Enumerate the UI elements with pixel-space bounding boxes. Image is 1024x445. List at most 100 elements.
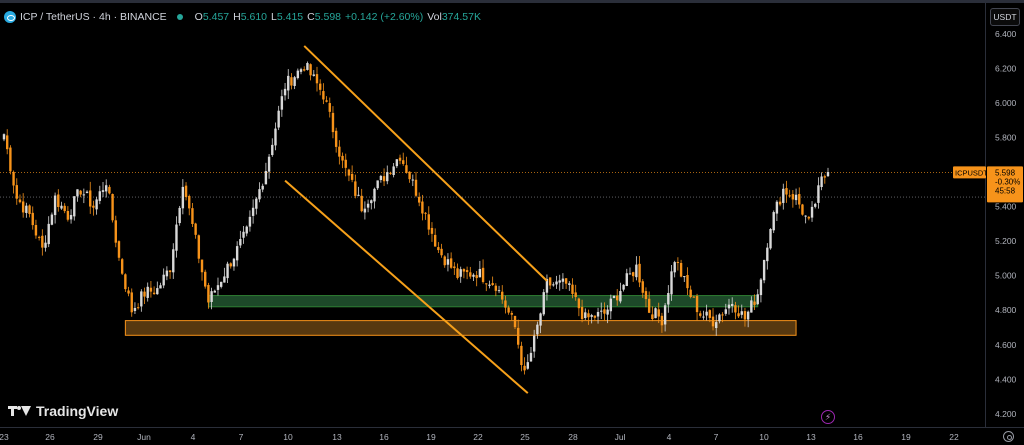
candle-body: [152, 292, 156, 295]
x-tick-label: 29: [93, 432, 103, 442]
candle-body: [667, 293, 670, 305]
candle-body: [791, 194, 795, 200]
candle-body: [296, 70, 300, 79]
candle-body: [663, 305, 667, 325]
candle-body: [465, 270, 469, 273]
candle-body: [683, 276, 686, 278]
candle-body: [200, 259, 204, 273]
x-tick-label: 22: [949, 432, 959, 442]
y-tick-label: 5.400: [995, 202, 1017, 212]
candle-body: [328, 103, 331, 112]
candle-body: [472, 274, 475, 277]
candle-body: [143, 291, 146, 297]
candle-body: [686, 275, 689, 289]
candle-body: [536, 324, 539, 335]
candle-body: [485, 283, 488, 285]
candle-body: [191, 208, 194, 224]
candle-body: [146, 286, 149, 298]
candle-body: [293, 77, 296, 86]
candle-body: [159, 285, 162, 289]
candle-body: [389, 172, 392, 174]
candle-body: [366, 203, 370, 208]
x-tick-label: 22: [473, 432, 483, 442]
candle-body: [315, 74, 319, 84]
candle-body: [417, 196, 421, 203]
candle-body: [635, 264, 638, 278]
symbol-legend: ICP / TetherUS · 4h · BINANCE O 5.457 H 5.…: [4, 9, 481, 25]
candle-body: [638, 263, 641, 283]
candle-body: [53, 195, 57, 216]
candle-body: [350, 173, 354, 180]
candle-body: [568, 283, 571, 285]
candle-body: [130, 292, 133, 313]
candle-body: [2, 134, 6, 140]
candle-body: [571, 284, 574, 294]
candle-body: [801, 204, 804, 215]
candle-body: [347, 169, 351, 176]
candle-body: [92, 205, 95, 208]
y-tick-label: 6.400: [995, 29, 1017, 39]
candle-body: [440, 248, 443, 256]
candle-body: [520, 345, 523, 366]
gear-icon[interactable]: [1003, 431, 1014, 442]
candle-body: [513, 315, 517, 328]
open-label: O: [194, 11, 203, 23]
candle-body: [817, 185, 820, 203]
candle-body: [692, 296, 696, 298]
candle-body: [12, 171, 15, 186]
candle-body: [555, 281, 558, 285]
candle-body: [724, 309, 727, 314]
candle-body: [258, 189, 261, 200]
x-tick-label: 4: [667, 432, 672, 442]
candle-body: [373, 188, 376, 202]
lightning-icon[interactable]: ⚡: [821, 410, 835, 424]
candle-body: [318, 83, 322, 90]
candle-body: [430, 227, 434, 234]
candle-body: [523, 365, 526, 371]
candle-body: [223, 276, 226, 283]
candle-body: [657, 309, 660, 317]
candle-body: [478, 268, 482, 278]
y-tick-label: 6.000: [995, 98, 1017, 108]
candle-body: [127, 290, 130, 294]
symbol-title[interactable]: ICP / TetherUS · 4h · BINANCE: [20, 11, 167, 23]
candle-body: [705, 311, 708, 316]
candle-body: [382, 176, 386, 182]
candle-body: [271, 144, 274, 156]
candle-body: [255, 198, 258, 209]
candle-body: [47, 223, 50, 245]
candle-body: [788, 195, 791, 197]
candle-body: [603, 309, 606, 314]
candle-body: [727, 304, 731, 309]
candle-body: [453, 266, 456, 269]
candle-body: [647, 298, 651, 313]
volume-label: Vol: [427, 11, 442, 23]
candle-body: [756, 294, 759, 305]
candle-body: [695, 295, 699, 313]
candle-body: [69, 214, 73, 220]
candle-body: [622, 284, 625, 290]
candle-body: [82, 194, 86, 196]
candle-body: [673, 262, 676, 273]
candle-body: [338, 146, 341, 157]
candle-body: [111, 193, 114, 221]
candle-body: [785, 188, 788, 195]
candle-body: [526, 362, 529, 369]
candle-body: [807, 216, 811, 219]
support-lower-zone: [124, 320, 797, 336]
currency-button[interactable]: USDT: [990, 8, 1020, 26]
candle-body: [577, 298, 581, 309]
x-tick-label: 26: [45, 432, 55, 442]
tradingview-logo[interactable]: TradingView: [8, 403, 118, 419]
candle-body: [628, 273, 632, 275]
candle-body: [120, 259, 124, 274]
candle-body: [226, 263, 229, 279]
candle-body: [766, 247, 769, 262]
channel-lower-trendline: [284, 179, 529, 394]
candle-body: [66, 211, 70, 220]
candle-body: [156, 288, 159, 295]
candle-body: [564, 278, 568, 284]
candle-body: [721, 314, 724, 316]
candle-body: [9, 147, 12, 172]
